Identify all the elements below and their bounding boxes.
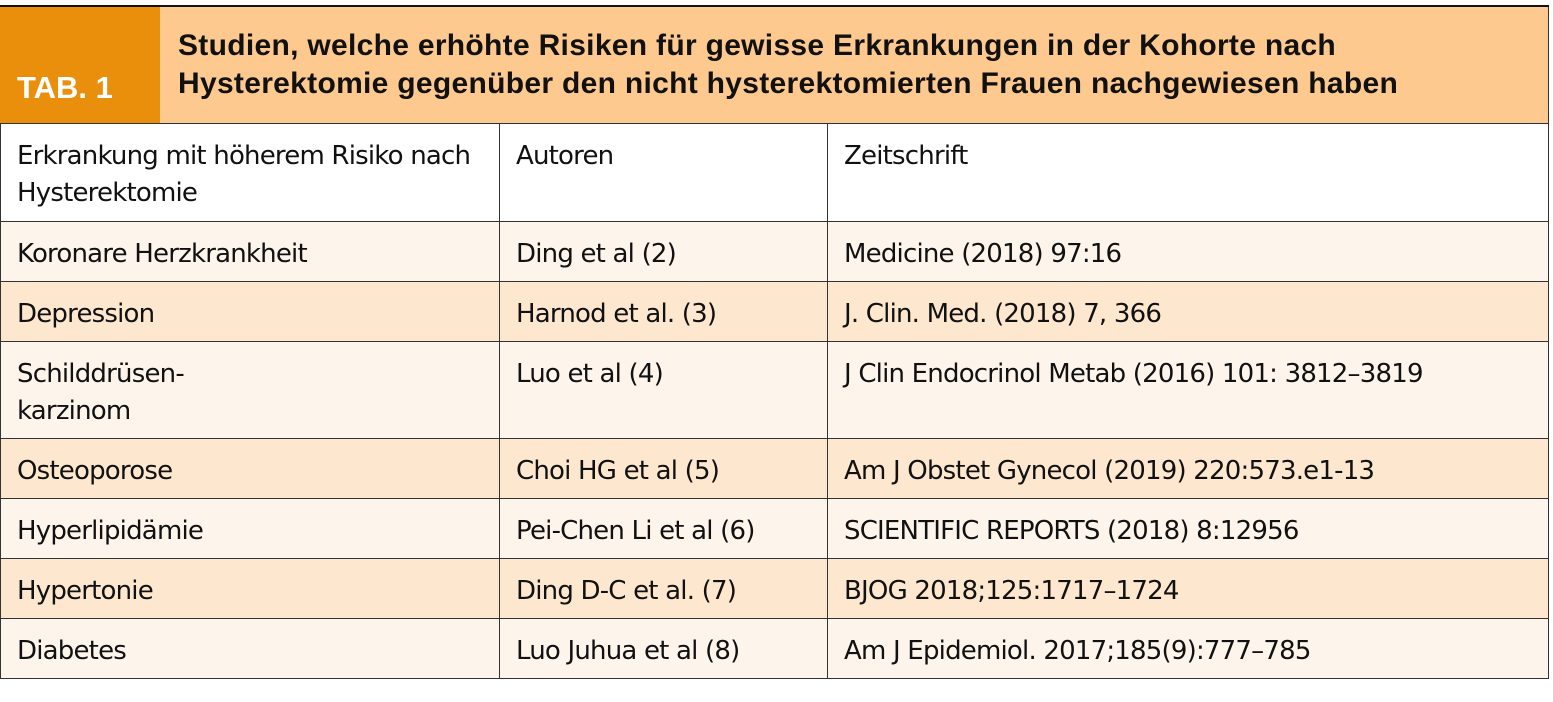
studies-table: Erkrankung mit höherem Risiko nach Hyste… <box>0 123 1549 679</box>
disease-cell: Hyperlipidämie <box>0 498 500 559</box>
table-caption: TAB. 1 Studien, welche erhöhte Risiken f… <box>0 7 1549 123</box>
disease-cell: Depression <box>0 281 500 342</box>
table-row: Schilddrüsen- karzinom Luo et al (4) J Cli… <box>0 341 1549 439</box>
table-title: Studien, welche erhöhte Risiken für gewi… <box>160 7 1548 123</box>
disease-cell: Hypertonie <box>0 558 500 619</box>
disease-cell: Osteoporose <box>0 438 500 499</box>
authors-cell: Luo et al (4) <box>499 341 828 439</box>
journal-cell: Am J Epidemiol. 2017;185(9):777–785 <box>827 618 1549 679</box>
authors-cell: Ding D-C et al. (7) <box>499 558 828 619</box>
table-container: TAB. 1 Studien, welche erhöhte Risiken f… <box>0 5 1549 679</box>
table-number-label: TAB. 1 <box>0 7 160 123</box>
table-row: Koronare Herzkrankheit Ding et al (2) Medi… <box>0 221 1549 282</box>
column-header-authors: Autoren <box>499 123 828 222</box>
disease-cell: Diabetes <box>0 618 500 679</box>
authors-cell: Choi HG et al (5) <box>499 438 828 499</box>
table-row: Hyperlipidämie Pei-Chen Li et al (6) SCIEN… <box>0 498 1549 559</box>
authors-cell: Ding et al (2) <box>499 221 828 282</box>
header-row: Erkrankung mit höherem Risiko nach Hyste… <box>0 123 1549 222</box>
authors-cell: Luo Juhua et al (8) <box>499 618 828 679</box>
journal-cell: J. Clin. Med. (2018) 7, 366 <box>827 281 1549 342</box>
table-row: Hypertonie Ding D-C et al. (7) BJOG 2018;1… <box>0 558 1549 619</box>
journal-cell: Medicine (2018) 97:16 <box>827 221 1549 282</box>
column-header-disease: Erkrankung mit höherem Risiko nach Hyste… <box>0 123 500 222</box>
journal-cell: SCIENTIFIC REPORTS (2018) 8:12956 <box>827 498 1549 559</box>
disease-cell: Koronare Herzkrankheit <box>0 221 500 282</box>
table-row: Osteoporose Choi HG et al (5) Am J Obstet … <box>0 438 1549 499</box>
authors-cell: Harnod et al. (3) <box>499 281 828 342</box>
authors-cell: Pei-Chen Li et al (6) <box>499 498 828 559</box>
journal-cell: BJOG 2018;125:1717–1724 <box>827 558 1549 619</box>
column-header-journal: Zeitschrift <box>827 123 1549 222</box>
table-row: Diabetes Luo Juhua et al (8) Am J Epidemio… <box>0 618 1549 679</box>
journal-cell: Am J Obstet Gynecol (2019) 220:573.e1-13 <box>827 438 1549 499</box>
disease-cell: Schilddrüsen- karzinom <box>0 341 500 439</box>
journal-cell: J Clin Endocrinol Metab (2016) 101: 3812… <box>827 341 1549 439</box>
table-row: Depression Harnod et al. (3) J. Clin. Med.… <box>0 281 1549 342</box>
